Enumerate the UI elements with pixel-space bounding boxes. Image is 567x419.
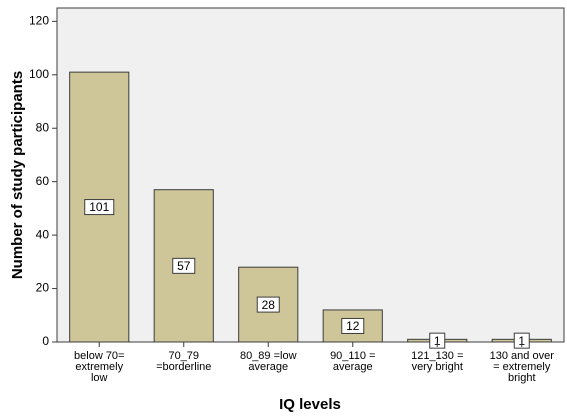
bars-layer: 101 57 28 12 1 1 xyxy=(69,71,552,349)
y-tick-label: 0 xyxy=(42,334,49,348)
x-axis-title: IQ levels xyxy=(279,396,341,413)
y-axis-title: Number of study participants xyxy=(9,71,26,279)
y-tick-label: 80 xyxy=(36,120,50,134)
data-label-box xyxy=(256,296,280,313)
x-tick-label: 90_110 = average xyxy=(330,350,375,373)
x-axis: below 70= extremely low 70_79 =borderline 80_… xyxy=(74,342,554,384)
x-tick-label: 130 and over = extremely bright xyxy=(490,350,555,384)
data-label: 28 xyxy=(262,298,276,312)
y-axis: 0 20 40 60 80 100 120 xyxy=(29,14,57,348)
data-label: 1 xyxy=(518,334,525,348)
data-label: 57 xyxy=(177,259,191,273)
x-tick-label: 80_89 =low average xyxy=(240,350,297,373)
data-label-box xyxy=(84,199,115,216)
x-tick-label: below 70= extremely low xyxy=(74,350,124,384)
data-label-box xyxy=(513,332,530,349)
y-tick-label: 120 xyxy=(29,14,49,28)
y-tick-label: 60 xyxy=(36,174,50,188)
bar xyxy=(153,189,214,343)
y-tick-label: 40 xyxy=(36,227,50,241)
data-label: 12 xyxy=(346,319,360,333)
x-tick-label: 121_130 = very bright xyxy=(411,350,463,373)
data-label-box xyxy=(429,332,446,349)
data-label-box xyxy=(172,257,196,274)
data-label: 101 xyxy=(89,200,109,214)
y-tick-label: 100 xyxy=(29,67,49,81)
plot-area xyxy=(56,7,565,343)
data-label: 1 xyxy=(434,334,441,348)
y-tick-label: 20 xyxy=(36,281,50,295)
x-tick-label: 70_79 =borderline xyxy=(156,350,211,373)
data-label-box xyxy=(341,317,365,334)
